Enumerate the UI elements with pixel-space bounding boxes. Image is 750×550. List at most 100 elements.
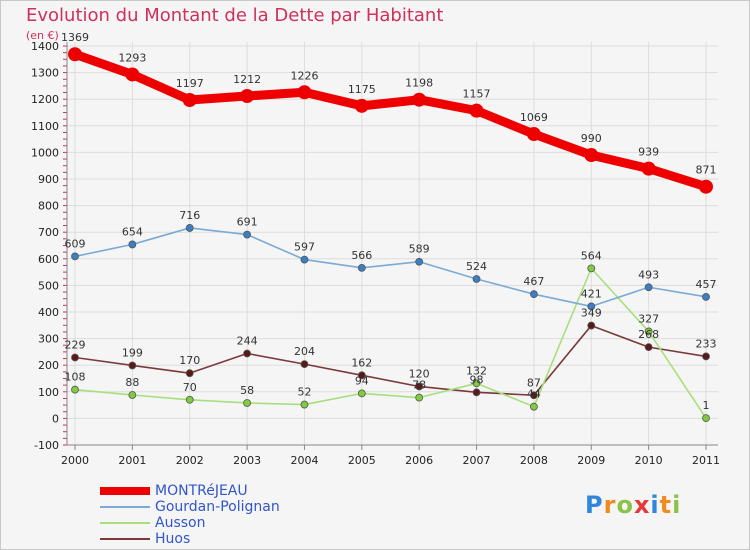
data-label: 94 (355, 374, 369, 387)
data-label: 1 (703, 399, 710, 412)
data-point (243, 230, 251, 239)
data-label: 52 (297, 386, 311, 399)
legend: MONTRéJEAU Gourdan-Polignan Ausson Huos (100, 483, 360, 547)
y-tick-label: -100 (34, 439, 59, 452)
data-label: 564 (581, 249, 602, 262)
legend-item: Gourdan-Polignan (100, 499, 360, 515)
data-point (530, 402, 538, 411)
data-point (297, 85, 312, 100)
data-label: 199 (122, 346, 143, 359)
data-point (240, 89, 255, 104)
logo-letter: o (616, 491, 634, 519)
data-point (415, 393, 424, 402)
y-tick-label: 800 (38, 200, 59, 213)
data-point (412, 92, 427, 107)
data-label: 597 (294, 241, 315, 254)
x-tick-label: 2003 (233, 454, 261, 467)
data-label: 1157 (463, 88, 491, 101)
data-point (644, 283, 653, 292)
data-label: 88 (125, 376, 139, 389)
data-point (128, 240, 137, 249)
x-tick-label: 2005 (348, 454, 376, 467)
logo-letter: x (633, 491, 651, 519)
data-label: 939 (638, 146, 659, 159)
data-point (526, 127, 541, 142)
data-label: 204 (294, 345, 315, 358)
data-point (185, 369, 194, 378)
data-label: 524 (466, 260, 487, 273)
data-label: 78 (412, 379, 426, 392)
data-point (300, 400, 309, 409)
data-label: 1175 (348, 83, 376, 96)
x-tick-label: 2007 (463, 454, 491, 467)
data-label: 108 (65, 371, 86, 384)
data-label: 132 (466, 364, 487, 377)
data-label: 716 (179, 209, 200, 222)
data-point (584, 148, 599, 163)
chart-title: Evolution du Montant de la Dette par Hab… (26, 5, 444, 26)
data-label: 493 (638, 268, 659, 281)
logo-letter: i (650, 491, 660, 519)
data-label: 1369 (61, 31, 89, 44)
data-label: 1198 (405, 77, 433, 90)
data-point (472, 379, 481, 388)
data-point (185, 395, 194, 404)
data-label: 327 (638, 312, 659, 325)
data-point (702, 414, 710, 423)
data-label: 654 (122, 225, 143, 238)
data-label: 467 (523, 275, 544, 288)
legend-label: MONTRéJEAU (155, 483, 248, 499)
x-tick-label: 2004 (290, 454, 318, 467)
proxiti-logo: Proxiti (585, 491, 681, 519)
y-tick-label: 200 (38, 359, 59, 372)
data-point (354, 98, 369, 113)
data-label: 1293 (118, 51, 146, 64)
data-label: 609 (65, 237, 86, 250)
x-tick-label: 2011 (692, 454, 720, 467)
y-tick-label: 1300 (31, 67, 59, 80)
data-point (699, 179, 713, 194)
legend-swatch (100, 538, 150, 540)
data-point (185, 224, 194, 232)
data-point (587, 321, 596, 330)
data-label: 990 (581, 132, 602, 145)
logo-letter: t (659, 491, 673, 519)
x-tick-label: 2010 (635, 454, 663, 467)
y-tick-label: 600 (38, 253, 59, 266)
data-point (587, 264, 596, 273)
legend-label: Gourdan-Polignan (155, 499, 280, 515)
data-label: 566 (351, 249, 372, 262)
data-label: 244 (237, 334, 258, 347)
data-point (644, 343, 653, 352)
y-tick-label: 400 (38, 306, 59, 319)
legend-label: Huos (155, 531, 191, 547)
data-point (357, 371, 366, 380)
data-point (415, 382, 424, 391)
series-line-1 (74, 227, 707, 308)
data-label: 120 (409, 367, 430, 380)
data-point (469, 103, 484, 118)
logo-letter: r (603, 491, 617, 519)
x-tick-label: 2000 (61, 454, 89, 467)
legend-swatch (100, 522, 150, 524)
data-point (644, 327, 653, 336)
y-tick-label: 700 (38, 226, 59, 239)
legend-item: Huos (100, 531, 360, 547)
data-point (415, 257, 424, 266)
legend-swatch (100, 506, 150, 508)
data-point (71, 385, 79, 394)
data-label: 229 (65, 338, 86, 351)
y-tick-label: 900 (38, 173, 59, 186)
data-point (472, 388, 481, 397)
data-label: 98 (470, 373, 484, 386)
data-point (243, 399, 251, 407)
data-point (128, 361, 137, 370)
data-label: 1197 (176, 77, 204, 90)
data-point (530, 391, 538, 400)
data-point (641, 161, 656, 176)
data-label: 871 (696, 164, 717, 177)
data-label: 44 (527, 388, 541, 401)
data-label: 457 (696, 278, 717, 291)
legend-item: Ausson (100, 515, 360, 531)
